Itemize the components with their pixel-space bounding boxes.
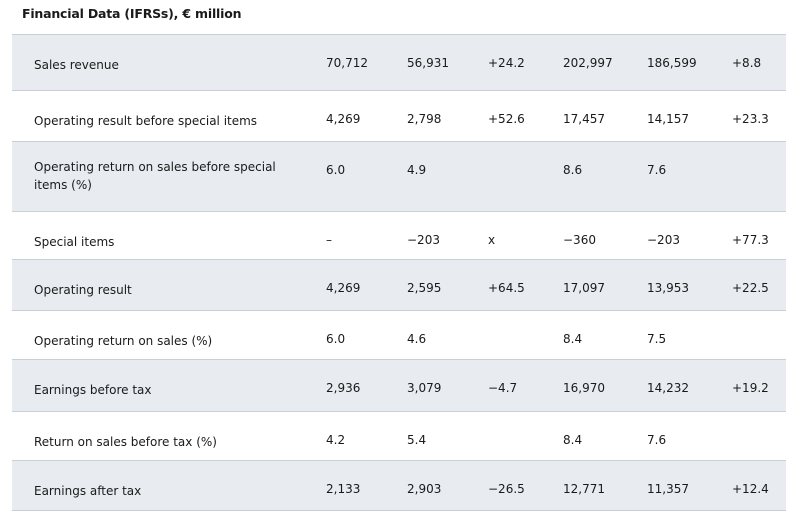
value-cell: 8.4 — [563, 332, 583, 346]
value-cell: +22.5 — [732, 281, 769, 295]
value-cell: −4.7 — [488, 381, 518, 395]
value-cell: 70,712 — [326, 56, 368, 70]
row-label: Earnings after tax — [34, 484, 142, 498]
row-label: Return on sales before tax (%) — [34, 435, 217, 449]
row-label: Operating return on sales before special… — [34, 160, 276, 192]
row-label: Sales revenue — [34, 58, 119, 72]
table-row: Operating result 4,269 2,595 +64.5 17,097 13,… — [12, 260, 786, 311]
value-cell: 16,970 — [563, 381, 605, 395]
value-cell: – — [326, 233, 332, 247]
value-cell: 12,771 — [563, 482, 605, 496]
value-cell: 2,595 — [407, 281, 442, 295]
value-cell: 4.6 — [407, 332, 427, 346]
value-cell: 6.0 — [326, 163, 346, 177]
table-row: Return on sales before tax (%) 4.2 5.4 8.4 7… — [12, 412, 786, 461]
table-row: Earnings after tax 2,133 2,903 −26.5 12,771 1… — [12, 461, 786, 511]
value-cell: −203 — [407, 233, 440, 247]
value-cell: −360 — [563, 233, 596, 247]
value-cell: 202,997 — [563, 56, 613, 70]
table-row: Operating return on sales (%) 6.0 4.6 8.4 7.… — [12, 311, 786, 360]
value-cell: +52.6 — [488, 112, 525, 126]
value-cell: −203 — [647, 233, 680, 247]
value-cell: 4.9 — [407, 163, 427, 177]
table-row: Earnings before tax 2,936 3,079 −4.7 16,970 1… — [12, 360, 786, 412]
row-label: Operating result — [34, 283, 132, 297]
value-cell: +12.4 — [732, 482, 769, 496]
table-row: Sales revenue 70,712 56,931 +24.2 202,997 186… — [12, 35, 786, 91]
value-cell: 6.0 — [326, 332, 346, 346]
row-label: Operating return on sales (%) — [34, 334, 213, 348]
value-cell: 2,133 — [326, 482, 361, 496]
value-cell: x — [488, 233, 496, 247]
value-cell: 8.4 — [563, 433, 583, 447]
value-cell: 13,953 — [647, 281, 689, 295]
value-cell: 4,269 — [326, 281, 361, 295]
value-cell: 7.6 — [647, 433, 667, 447]
value-cell: +64.5 — [488, 281, 525, 295]
table-row: Operating result before special items 4,2… — [12, 91, 786, 142]
value-cell: 17,097 — [563, 281, 605, 295]
value-cell: 5.4 — [407, 433, 427, 447]
value-cell: +77.3 — [732, 233, 769, 247]
value-cell: +24.2 — [488, 56, 525, 70]
value-cell: 11,357 — [647, 482, 689, 496]
value-cell: +19.2 — [732, 381, 769, 395]
row-label: Special items — [34, 235, 115, 249]
value-cell: 4.2 — [326, 433, 346, 447]
value-cell: 56,931 — [407, 56, 449, 70]
table-row: Operating return on sales before special… — [12, 142, 786, 212]
value-cell: 17,457 — [563, 112, 605, 126]
value-cell: 7.5 — [647, 332, 667, 346]
value-cell: 186,599 — [647, 56, 697, 70]
value-cell: +23.3 — [732, 112, 769, 126]
value-cell: −26.5 — [488, 482, 525, 496]
row-label: Operating result before special items — [34, 114, 258, 128]
value-cell: 3,079 — [407, 381, 442, 395]
table-title: Financial Data (IFRSs), € million — [22, 6, 242, 21]
value-cell: 2,798 — [407, 112, 442, 126]
value-cell: +8.8 — [732, 56, 762, 70]
row-label: Earnings before tax — [34, 383, 152, 397]
value-cell: 14,157 — [647, 112, 689, 126]
value-cell: 4,269 — [326, 112, 361, 126]
value-cell: 14,232 — [647, 381, 689, 395]
value-cell: 2,903 — [407, 482, 442, 496]
financial-data-table: Sales revenue 70,712 56,931 +24.2 202,997 186… — [12, 34, 786, 511]
value-cell: 8.6 — [563, 163, 583, 177]
value-cell: 2,936 — [326, 381, 361, 395]
table-row: Special items – −203 x −360 −203 +77.3 — [12, 212, 786, 260]
value-cell: 7.6 — [647, 163, 667, 177]
